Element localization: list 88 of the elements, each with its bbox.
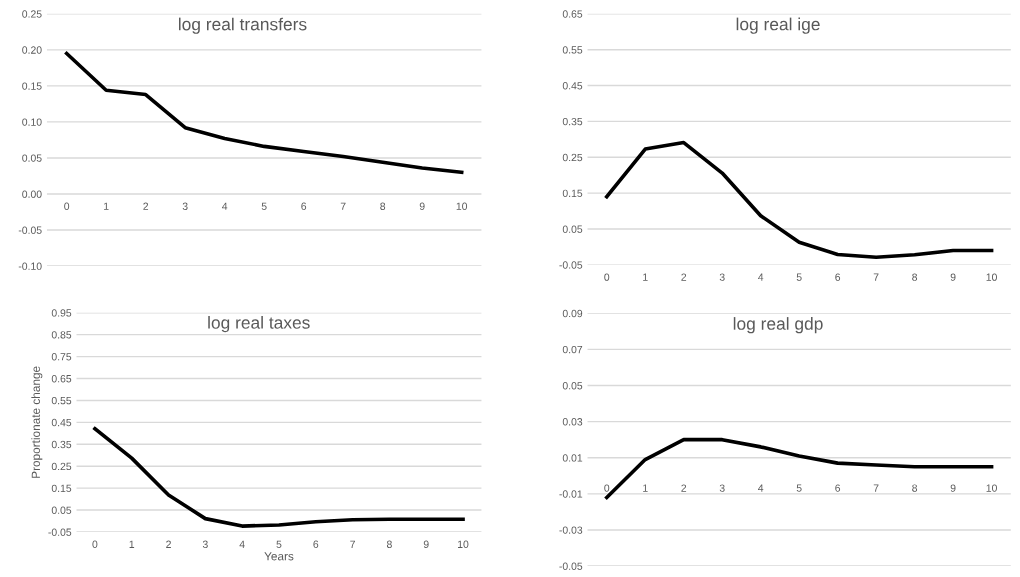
chart-title: log real gdp <box>733 317 823 334</box>
x-tick-label: 6 <box>835 484 841 492</box>
x-tick-label: 2 <box>681 273 687 281</box>
x-tick-label: 7 <box>873 273 879 281</box>
y-tick-label: 0.07 <box>562 345 583 354</box>
y-tick-label: 0.03 <box>562 418 583 426</box>
x-tick-label: 10 <box>456 202 468 210</box>
line-series <box>64 51 464 175</box>
x-tick-label: 0 <box>64 202 70 210</box>
y-tick-label: 0.25 <box>562 153 583 162</box>
x-tick-label: 6 <box>313 540 319 548</box>
x-tick-label: 1 <box>643 484 648 492</box>
x-tick-label: 9 <box>950 484 956 492</box>
x-tick-label: 4 <box>222 202 228 210</box>
x-tick-label: 9 <box>419 202 425 210</box>
y-tick-label: 0.35 <box>562 117 583 126</box>
y-tick-label: -0.05 <box>18 226 42 234</box>
x-tick-label: 4 <box>239 540 245 548</box>
x-tick-label: 0 <box>92 540 98 548</box>
x-tick-label: 1 <box>104 202 109 210</box>
x-tick-label: 10 <box>986 484 997 492</box>
chart-title: log real ige <box>736 17 820 34</box>
chart-title: log real taxes <box>208 316 310 333</box>
y-tick-label: 0.55 <box>562 46 583 54</box>
x-tick-label: 8 <box>912 484 918 492</box>
y-tick-label: 0.65 <box>562 10 583 18</box>
x-tick-label: 7 <box>340 202 346 210</box>
y-tick-label: 0.25 <box>51 462 72 471</box>
y-tick-label: 0.20 <box>22 46 42 54</box>
y-tick-label: 0.09 <box>562 309 583 318</box>
y-tick-label: 0.55 <box>51 396 72 405</box>
y-tick-label: 0.05 <box>51 506 72 514</box>
y-tick-label: 0.95 <box>51 309 72 317</box>
y-tick-label: 0.15 <box>22 82 42 90</box>
chart-title: log real transfers <box>178 17 307 34</box>
x-tick-label: 6 <box>301 202 307 210</box>
x-tick-label: 9 <box>423 540 429 548</box>
y-tick-label: 0.00 <box>22 190 42 198</box>
x-tick-label: 1 <box>643 273 648 281</box>
line-series <box>604 140 994 260</box>
x-tick-label: 8 <box>912 273 918 281</box>
y-tick-label: 0.05 <box>562 225 583 233</box>
y-tick-label: -0.05 <box>559 261 583 269</box>
y-tick-label: -0.01 <box>559 490 583 498</box>
x-tick-label: 1 <box>129 540 135 548</box>
y-tick-label: 0.65 <box>51 375 72 383</box>
x-tick-label: 5 <box>276 540 282 548</box>
line-series <box>93 426 465 528</box>
y-tick-label: 0.05 <box>22 154 42 162</box>
y-tick-label: 0.25 <box>22 10 42 18</box>
x-tick-label: 2 <box>681 484 687 492</box>
y-tick-label: 0.10 <box>22 118 42 126</box>
y-tick-label: -0.05 <box>48 528 72 536</box>
y-tick-label: 0.85 <box>51 331 72 339</box>
x-tick-label: 5 <box>261 202 267 210</box>
x-tick-label: 10 <box>458 540 469 548</box>
x-axis-title: Years <box>264 552 294 561</box>
y-tick-label: -0.03 <box>559 526 583 534</box>
x-tick-label: 0 <box>604 273 610 281</box>
y-tick-label: 0.15 <box>562 189 583 198</box>
y-tick-label: -0.10 <box>18 262 42 270</box>
x-tick-label: 3 <box>719 484 725 492</box>
x-tick-label: 7 <box>873 484 879 492</box>
x-tick-label: 7 <box>350 540 355 548</box>
x-tick-label: 10 <box>986 273 997 281</box>
x-tick-label: 4 <box>758 273 764 281</box>
x-tick-label: 3 <box>182 202 188 210</box>
x-tick-label: 6 <box>835 273 841 281</box>
y-tick-label: -0.05 <box>559 562 583 570</box>
y-tick-label: 0.75 <box>51 353 72 361</box>
y-tick-label: 0.45 <box>51 418 72 427</box>
x-tick-label: 3 <box>719 273 725 281</box>
x-tick-label: 0 <box>604 484 610 492</box>
y-axis-title: Proportionate change <box>31 366 43 478</box>
x-tick-label: 4 <box>758 484 764 492</box>
y-tick-label: 0.35 <box>51 440 72 449</box>
x-tick-label: 3 <box>202 540 208 548</box>
x-tick-label: 8 <box>386 540 392 548</box>
x-tick-label: 9 <box>950 273 956 281</box>
y-tick-label: 0.45 <box>562 82 583 90</box>
y-tick-label: 0.05 <box>562 382 583 390</box>
x-tick-label: 2 <box>166 540 171 548</box>
y-tick-label: 0.15 <box>51 484 72 493</box>
x-tick-label: 2 <box>143 202 149 210</box>
x-tick-label: 5 <box>796 484 802 492</box>
y-tick-label: 0.01 <box>562 454 583 462</box>
x-tick-label: 5 <box>796 273 802 281</box>
x-tick-label: 8 <box>380 202 386 210</box>
